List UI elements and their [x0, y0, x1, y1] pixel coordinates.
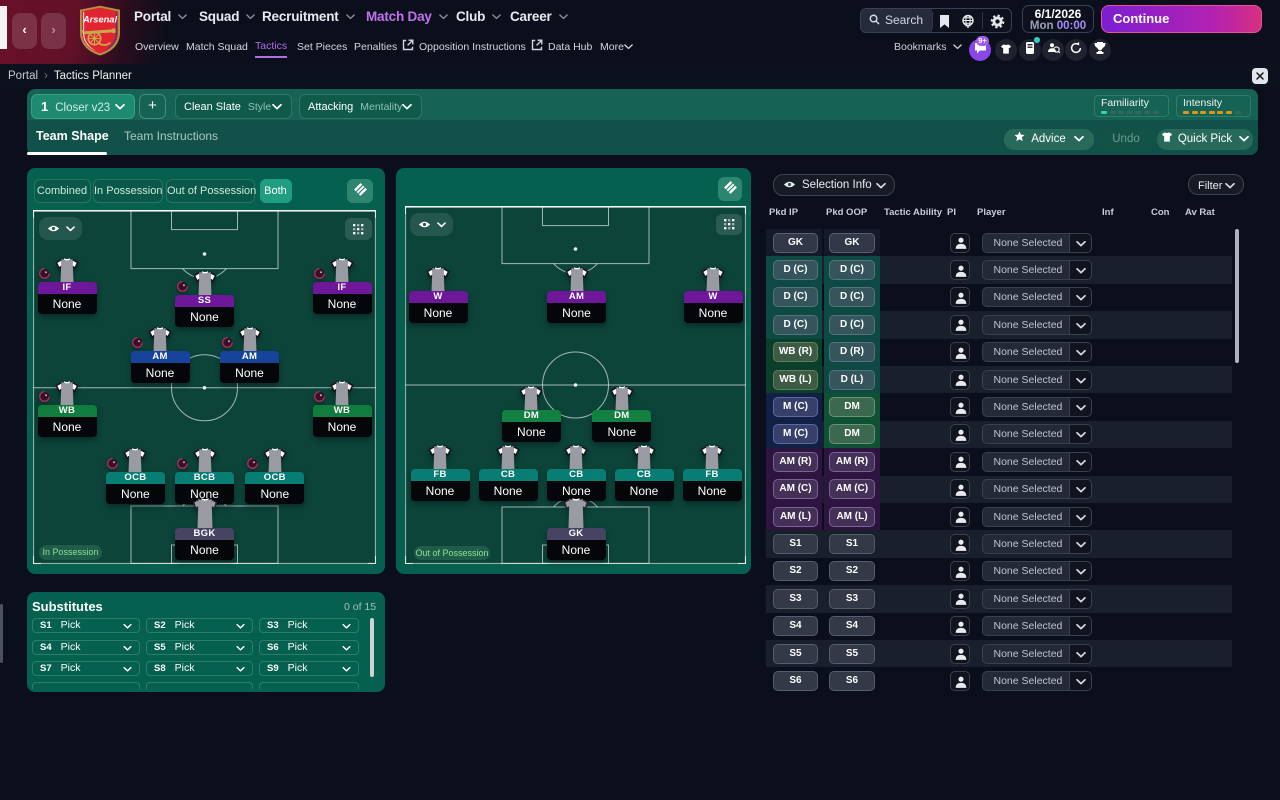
svg-text:Arsenal: Arsenal [82, 15, 118, 25]
